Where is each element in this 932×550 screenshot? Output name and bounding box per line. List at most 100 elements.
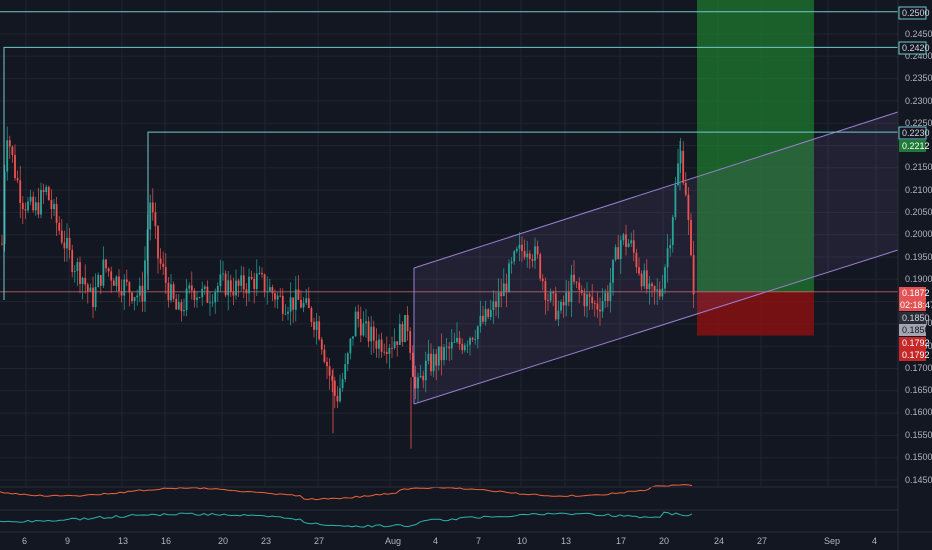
candle-down — [175, 298, 178, 310]
candle-up — [362, 323, 365, 336]
candle-up — [497, 292, 500, 308]
candle-up — [177, 302, 180, 310]
candle-down — [383, 351, 386, 353]
candle-down — [24, 209, 27, 211]
candle-down — [593, 303, 596, 304]
resistance-levels[interactable] — [0, 11, 898, 300]
candle-down — [495, 301, 497, 308]
candle-up — [34, 202, 37, 211]
candle-down — [32, 196, 35, 211]
candle-down — [16, 178, 19, 181]
time-tick: 20 — [218, 536, 228, 546]
candle-up — [40, 189, 42, 215]
candle-down — [281, 295, 284, 314]
candle-up — [352, 336, 354, 339]
candle-up — [305, 298, 308, 303]
candle-down — [367, 321, 370, 342]
candle-down — [14, 155, 16, 179]
candle-up — [518, 244, 521, 249]
candle-down — [172, 284, 175, 299]
candle-up — [609, 282, 612, 301]
candle-down — [440, 346, 443, 361]
candle-down — [591, 296, 594, 304]
candle-up — [211, 302, 214, 304]
candle-down — [690, 219, 692, 256]
price-tick: 0.1650 — [905, 385, 932, 395]
candle-down — [110, 271, 113, 281]
stop-price-tag — [899, 337, 926, 349]
candle-up — [469, 338, 471, 345]
price-tick: 0.1600 — [905, 407, 932, 417]
price-tick: 0.2150 — [905, 162, 932, 172]
candle-down — [154, 212, 157, 227]
candle-down — [567, 292, 570, 302]
candle-down — [541, 278, 544, 282]
candle-up — [294, 289, 297, 310]
candle-down — [684, 182, 687, 195]
candle-up — [97, 275, 100, 287]
candle-up — [445, 346, 448, 348]
candle-down — [84, 277, 87, 285]
candle-up — [679, 150, 682, 164]
candle-up — [622, 234, 625, 241]
level-tag: 0.2500 — [902, 8, 930, 18]
candle-down — [448, 346, 451, 349]
candle-down — [271, 287, 274, 294]
candle-down — [523, 251, 526, 258]
channel-fill — [414, 112, 898, 404]
candle-down — [320, 339, 323, 350]
candle-up — [315, 321, 318, 330]
candle-down — [86, 284, 89, 292]
candle-down — [313, 321, 315, 330]
position-zones[interactable] — [0, 0, 898, 336]
candle-down — [1, 243, 3, 245]
candle-up — [492, 301, 495, 311]
candle-up — [393, 341, 396, 349]
candle-down — [500, 292, 503, 297]
candle-up — [170, 284, 172, 301]
candle-down — [552, 291, 555, 294]
candle-down — [588, 294, 591, 297]
candle-down — [50, 200, 53, 210]
candle-down — [505, 283, 508, 292]
price-tick: 0.2450 — [905, 29, 932, 39]
time-tick: 13 — [118, 536, 128, 546]
time-axis[interactable]: 6 9 13 16 20 23 27 Aug 4 7 10 13 17 20 2… — [22, 536, 877, 546]
candle-down — [653, 286, 656, 291]
candle-down — [162, 263, 165, 268]
stop-zone — [697, 291, 814, 336]
price-axis[interactable]: 0.2450 0.2400 0.2350 0.2300 0.2250 0.215… — [905, 29, 932, 485]
time-tick: 16 — [161, 536, 171, 546]
candle-down — [232, 291, 235, 296]
candle-down — [42, 189, 45, 193]
candle-down — [658, 289, 661, 297]
candle-up — [235, 280, 237, 296]
candle-up — [339, 388, 341, 402]
candle-down — [128, 282, 131, 293]
candle-up — [502, 283, 505, 297]
candle-down — [112, 280, 115, 286]
candle-down — [328, 366, 331, 376]
stop-price-label: 0.1792 — [902, 338, 930, 348]
candle-up — [209, 302, 211, 304]
candle-down — [336, 395, 339, 402]
candle-up — [489, 310, 492, 318]
candle-down — [323, 349, 326, 362]
candle-up — [123, 279, 126, 296]
candle-down — [60, 230, 63, 243]
candle-up — [219, 274, 222, 287]
candle-down — [528, 253, 531, 260]
candle-down — [58, 222, 61, 231]
trend-channel[interactable] — [413, 111, 899, 405]
channel-top-line — [413, 111, 899, 269]
candle-up — [661, 288, 664, 297]
price-tick: 0.1550 — [905, 430, 932, 440]
candle-up — [427, 353, 430, 361]
target-price-label: 0.2212 — [902, 141, 930, 151]
candle-down — [307, 298, 310, 309]
candle-down — [19, 180, 22, 204]
time-tick: 17 — [616, 536, 626, 546]
candle-down — [118, 276, 120, 292]
